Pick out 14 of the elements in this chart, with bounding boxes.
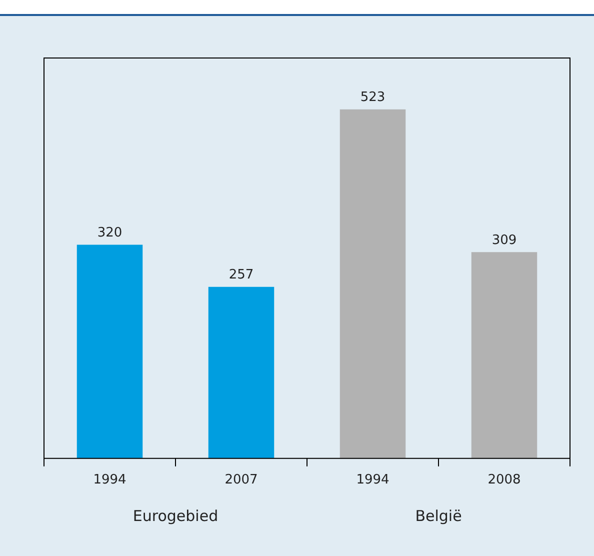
text: België [415, 506, 462, 525]
data-label: 320 [97, 226, 122, 241]
data-label: 257 [228, 268, 254, 283]
bar [76, 244, 143, 458]
x-tick-label: 2007 [224, 472, 258, 488]
x-tick-label: 2008 [488, 472, 521, 488]
data-label: 523 [360, 90, 386, 106]
x-tick-label: 1994 [93, 472, 126, 488]
x-tick-label: 1994 [356, 472, 390, 488]
data-label: 309 [492, 233, 517, 248]
bar [340, 109, 406, 458]
bar [471, 252, 538, 458]
text: Eurogebied [132, 506, 218, 525]
bar [208, 286, 274, 458]
